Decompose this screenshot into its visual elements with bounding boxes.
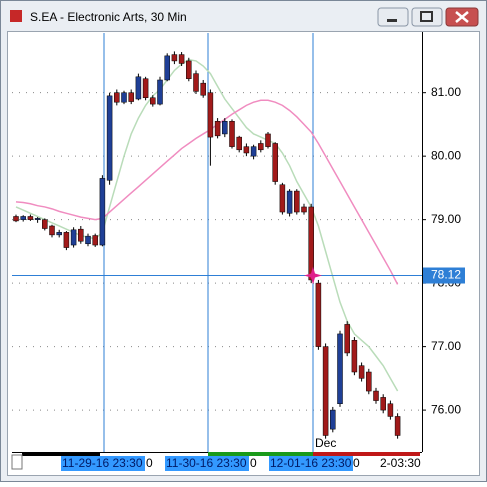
candle-body bbox=[301, 206, 307, 213]
candle-body bbox=[394, 416, 401, 436]
crosshair-marker bbox=[304, 266, 322, 285]
chart-panel bbox=[7, 31, 480, 476]
candle-body bbox=[294, 190, 300, 213]
time-label-box bbox=[61, 456, 145, 471]
candle-body bbox=[351, 340, 358, 373]
candle-body bbox=[114, 92, 120, 103]
candle-body bbox=[70, 229, 77, 246]
candle-body bbox=[164, 55, 170, 81]
candle-body bbox=[222, 120, 228, 135]
candle-body bbox=[106, 95, 113, 181]
candle-body bbox=[236, 136, 242, 151]
x-tick-label: 11-30-16 23:30 bbox=[166, 456, 247, 470]
candle-body bbox=[258, 143, 264, 151]
candle-body bbox=[337, 333, 343, 405]
candle-body bbox=[34, 218, 41, 220]
candle-body bbox=[387, 403, 394, 417]
maximize-button[interactable] bbox=[411, 7, 443, 27]
candle-body bbox=[157, 79, 163, 105]
candle-body bbox=[92, 235, 98, 246]
candle-body bbox=[366, 371, 372, 392]
candle-body bbox=[13, 216, 19, 222]
month-label: Dec bbox=[315, 436, 336, 450]
candle-body bbox=[99, 178, 106, 246]
candle-body bbox=[186, 60, 192, 79]
x-tick-label: 0 bbox=[146, 456, 153, 470]
candle-body bbox=[150, 97, 156, 105]
y-tick-label: 76.00 bbox=[431, 402, 461, 416]
candle-body bbox=[49, 225, 55, 236]
candle-body bbox=[265, 133, 271, 147]
x-tick-label: 2-03:30 bbox=[380, 456, 421, 470]
candle-body bbox=[63, 232, 70, 248]
minimize-button[interactable] bbox=[377, 7, 409, 27]
candle-body bbox=[128, 92, 134, 102]
candle-body bbox=[380, 397, 386, 411]
candle-body bbox=[315, 282, 322, 347]
session-bar bbox=[22, 452, 100, 456]
candle-body bbox=[171, 54, 178, 62]
time-label-box bbox=[269, 456, 353, 471]
x-tick-label: 0 bbox=[353, 456, 360, 470]
candle-body bbox=[142, 78, 149, 99]
candle-body bbox=[214, 120, 221, 137]
x-tick-label: 0 bbox=[250, 456, 257, 470]
candle-body bbox=[272, 143, 278, 182]
y-tick-label: 80.00 bbox=[431, 148, 461, 162]
candle-body bbox=[322, 346, 329, 436]
scroll-box[interactable] bbox=[11, 454, 23, 470]
candle-body bbox=[27, 216, 34, 220]
moving-average bbox=[15, 99, 399, 285]
x-tick-label: 11-29-16 23:30 bbox=[62, 456, 143, 470]
candle-body bbox=[344, 324, 350, 354]
crosshair-label-box bbox=[423, 267, 465, 284]
candle-body bbox=[279, 184, 286, 213]
candle-body bbox=[373, 390, 379, 401]
candle-body bbox=[308, 206, 314, 281]
candle-body bbox=[178, 54, 185, 64]
window-title: S.EA - Electronic Arts, 30 Min bbox=[30, 10, 187, 24]
candle-body bbox=[243, 146, 250, 154]
candle-body bbox=[20, 216, 26, 220]
y-tick-label: 77.00 bbox=[431, 339, 461, 353]
session-bar bbox=[208, 452, 313, 456]
crosshair-label: 78.12 bbox=[431, 268, 461, 282]
candle-body bbox=[135, 76, 142, 100]
candle-body bbox=[193, 73, 199, 92]
time-label-box bbox=[165, 456, 249, 471]
candle-body bbox=[42, 219, 48, 229]
candle-body bbox=[85, 235, 91, 245]
candle-body bbox=[250, 146, 257, 157]
y-tick-label: 81.00 bbox=[431, 85, 461, 99]
candle-body bbox=[207, 92, 214, 138]
candle-body bbox=[330, 409, 336, 430]
candle-body bbox=[78, 228, 84, 242]
candle-body bbox=[200, 82, 206, 96]
x-tick-label: 12-01-16 23:30 bbox=[270, 456, 352, 470]
session-bar bbox=[313, 452, 420, 456]
candle-body bbox=[229, 120, 235, 147]
close-button[interactable] bbox=[445, 7, 479, 27]
candle-body bbox=[286, 190, 293, 214]
app-icon bbox=[10, 10, 22, 22]
candle-body bbox=[121, 92, 127, 103]
y-tick-label: 79.00 bbox=[431, 212, 461, 226]
candle-body bbox=[358, 365, 365, 379]
candle-body bbox=[56, 232, 62, 236]
